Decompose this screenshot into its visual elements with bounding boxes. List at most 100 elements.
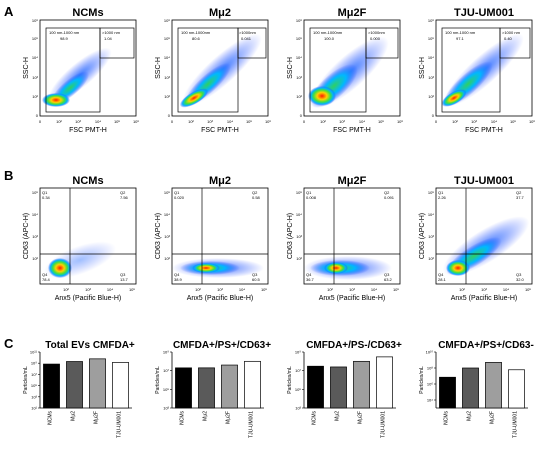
x-axis-label: Anx5 (Pacific Blue-H) (187, 295, 254, 302)
svg-text:0: 0 (432, 113, 435, 118)
category-label: Mμ2 (335, 411, 341, 421)
svg-text:10²: 10² (327, 287, 333, 292)
y-axis-label: CD63 (APC-H) (23, 213, 30, 259)
svg-text:10³: 10³ (32, 234, 38, 239)
x-axis-label: Anx5 (Pacific Blue-H) (451, 295, 518, 302)
category-label: NCMs (180, 411, 186, 425)
y-axis-label: Particles/mL (23, 366, 29, 394)
bar-0 (439, 376, 456, 409)
gate-main-label: 100 nm-1000 nm (445, 30, 476, 35)
svg-text:10⁶: 10⁶ (164, 18, 170, 23)
category-label: NCMs (312, 411, 318, 425)
x-ticks: 0 10² 10³ 10⁴ 10⁵ 10⁶ (39, 119, 140, 124)
gate-small-value: 0.40 (504, 36, 513, 41)
category-label: Mμ2 (71, 411, 77, 421)
q1-value: 0.008 (306, 195, 317, 200)
svg-text:10³: 10³ (207, 119, 213, 124)
panel-b-letter: B (4, 168, 13, 183)
plot-title: Mμ2 (209, 175, 231, 187)
density-cloud (42, 47, 112, 107)
plot-title: TJU-UM001 (454, 175, 514, 187)
svg-text:10²: 10² (428, 94, 434, 99)
gate-main-value: 100.0 (324, 36, 335, 41)
panel-a: NCMs 100 nm-1000 nm 98.9 >1000 nm 1.04 0… (23, 7, 535, 134)
bar-1 (330, 366, 347, 409)
svg-text:10⁶: 10⁶ (32, 18, 38, 23)
svg-text:10⁵: 10⁵ (525, 287, 531, 292)
y-tick-label: 10³ (31, 394, 37, 399)
y-tick-label: 10⁹ (295, 350, 301, 355)
density-cloud (172, 258, 264, 278)
gate-small (365, 27, 399, 59)
panel-c-letter: C (4, 336, 14, 351)
category-label: Mμ2F (94, 411, 100, 424)
bar-chart-1: Total EVs CMFDA+ 10¹ 10³ 10⁵ 10⁷ 10⁹ 10¹¹ Parti… (23, 340, 135, 438)
plot-title: Mμ2F (338, 7, 367, 19)
category-label: Mμ2F (358, 411, 364, 424)
bar-3 (376, 356, 393, 409)
svg-text:10²: 10² (296, 94, 302, 99)
y-tick-label: 10⁸ (427, 366, 433, 371)
x-ticks: 0 10² 10³ 10⁴ 10⁵ 10⁶ (171, 119, 272, 124)
chart-title: Total EVs CMFDA+ (45, 340, 135, 351)
svg-text:10⁵: 10⁵ (261, 287, 267, 292)
svg-text:10⁵: 10⁵ (246, 119, 252, 124)
svg-text:10²: 10² (32, 256, 38, 261)
q3-value: 63.2 (384, 277, 393, 282)
gate-main-label: 100 nm-1000nm (313, 30, 343, 35)
svg-text:10⁴: 10⁴ (164, 212, 170, 217)
q2-name: Q2 (252, 190, 258, 195)
category-label: TJU-UM001 (117, 411, 123, 438)
svg-text:10⁵: 10⁵ (32, 36, 38, 41)
svg-text:10²: 10² (164, 94, 170, 99)
chart-title: CMFDA+/PS+/CD63- (438, 340, 534, 351)
y-axis-label: Particles/mL (419, 366, 425, 394)
bar-chart-2: CMFDA+/PS+/CD63+ 10³ 10⁵ 10⁷ 10⁹ Particles/mL… (155, 340, 271, 438)
bar-3 (112, 362, 129, 409)
svg-text:10²: 10² (164, 256, 170, 261)
category-label: TJU-UM001 (513, 411, 519, 438)
bar-1 (462, 367, 479, 409)
svg-text:0: 0 (171, 119, 174, 124)
gate-small (499, 27, 531, 59)
plot-title: NCMs (72, 175, 103, 187)
svg-text:10⁴: 10⁴ (491, 119, 497, 124)
svg-text:10²: 10² (32, 94, 38, 99)
x-ticks: 10² 10³ 10⁴ 10⁵ (195, 287, 267, 292)
y-tick-label: 10³ (295, 406, 301, 411)
q2-value: 0.58 (252, 195, 261, 200)
svg-text:10⁴: 10⁴ (227, 119, 233, 124)
x-ticks: 10² 10³ 10⁴ 10⁵ (459, 287, 531, 292)
q1-value: 0.34 (42, 195, 51, 200)
q3-name: Q3 (252, 272, 258, 277)
y-tick-label: 10⁷ (31, 372, 37, 377)
y-ticks: 0 10² 10³ 10⁴ 10⁵ 10⁶ (32, 18, 39, 118)
category-label: NCMs (48, 411, 54, 425)
y-axis-label: CD63 (APC-H) (419, 213, 426, 259)
q3-value: 60.5 (252, 277, 261, 282)
svg-text:10²: 10² (296, 256, 302, 261)
svg-text:10⁵: 10⁵ (164, 190, 170, 195)
y-ticks: 10² 10³ 10⁴ 10⁵ (32, 190, 39, 261)
y-tick-label: 10⁴ (427, 398, 433, 403)
category-label: Mμ2F (226, 411, 232, 424)
bar-2 (221, 364, 238, 409)
q4-name: Q4 (306, 272, 312, 277)
category-label: TJU-UM001 (249, 411, 255, 438)
plot-title: Mμ2 (209, 7, 231, 19)
y-tick-label: 10⁷ (295, 368, 301, 373)
q1-value: 0.020 (174, 195, 185, 200)
x-axis-label: FSC PMT-H (333, 127, 371, 134)
svg-text:0: 0 (435, 119, 438, 124)
svg-text:10⁴: 10⁴ (32, 55, 38, 60)
category-label: Mμ2F (490, 411, 496, 424)
y-tick-label: 10⁵ (163, 387, 169, 392)
panel-c: Total EVs CMFDA+ 10¹ 10³ 10⁵ 10⁷ 10⁹ 10¹¹ Parti… (23, 340, 534, 438)
gate-small-value: 1.04 (104, 36, 113, 41)
svg-text:10²: 10² (188, 119, 194, 124)
svg-text:10⁵: 10⁵ (129, 287, 135, 292)
svg-text:10⁴: 10⁴ (371, 287, 377, 292)
gate-main-value: 80.6 (192, 36, 201, 41)
svg-text:10³: 10³ (164, 75, 170, 80)
gate-small (99, 27, 135, 59)
